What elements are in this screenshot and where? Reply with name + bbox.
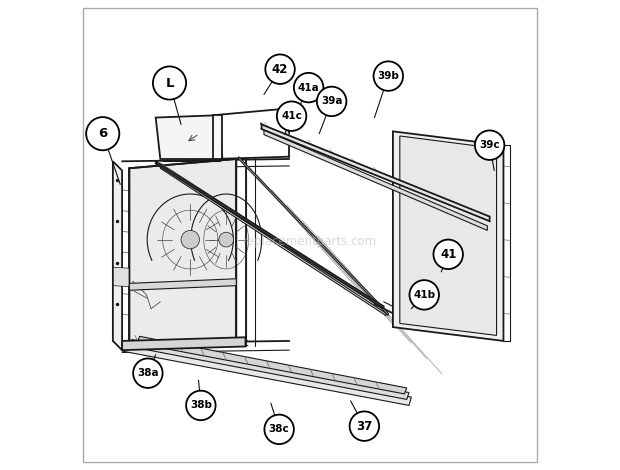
Circle shape xyxy=(277,102,306,131)
Polygon shape xyxy=(130,159,236,346)
Text: 6: 6 xyxy=(98,127,107,140)
Polygon shape xyxy=(393,131,503,341)
Circle shape xyxy=(186,391,216,420)
Text: 38c: 38c xyxy=(268,424,290,434)
Polygon shape xyxy=(130,279,236,290)
Polygon shape xyxy=(113,267,129,287)
Polygon shape xyxy=(156,115,223,159)
Circle shape xyxy=(294,73,324,102)
Polygon shape xyxy=(161,166,386,316)
Polygon shape xyxy=(262,125,490,221)
Text: 38a: 38a xyxy=(137,368,159,378)
Text: 41b: 41b xyxy=(413,290,435,300)
Circle shape xyxy=(181,230,200,249)
Text: 42: 42 xyxy=(272,63,288,76)
Circle shape xyxy=(374,62,403,91)
Circle shape xyxy=(317,86,347,116)
Text: 39c: 39c xyxy=(479,140,500,150)
Circle shape xyxy=(350,411,379,441)
Polygon shape xyxy=(137,337,407,394)
Polygon shape xyxy=(122,337,246,350)
Text: 41c: 41c xyxy=(281,111,302,121)
Text: 39b: 39b xyxy=(378,71,399,81)
Circle shape xyxy=(153,66,186,100)
Circle shape xyxy=(219,232,234,247)
Circle shape xyxy=(475,131,505,160)
Circle shape xyxy=(133,359,162,388)
Polygon shape xyxy=(156,161,384,309)
Circle shape xyxy=(86,117,119,150)
Polygon shape xyxy=(264,130,487,230)
Circle shape xyxy=(433,240,463,269)
Polygon shape xyxy=(239,157,388,316)
Polygon shape xyxy=(122,342,411,406)
Text: 39a: 39a xyxy=(321,96,342,106)
Text: replacementparts.com: replacementparts.com xyxy=(243,235,377,249)
Text: 41: 41 xyxy=(440,248,456,261)
Circle shape xyxy=(409,280,439,310)
Text: L: L xyxy=(166,77,174,89)
Circle shape xyxy=(265,55,294,84)
Text: 37: 37 xyxy=(356,420,373,433)
Polygon shape xyxy=(130,339,409,400)
Polygon shape xyxy=(113,161,122,350)
Polygon shape xyxy=(213,115,223,159)
Text: 41a: 41a xyxy=(298,83,319,93)
Polygon shape xyxy=(400,136,497,336)
Text: 38b: 38b xyxy=(190,400,212,410)
Circle shape xyxy=(264,415,294,444)
